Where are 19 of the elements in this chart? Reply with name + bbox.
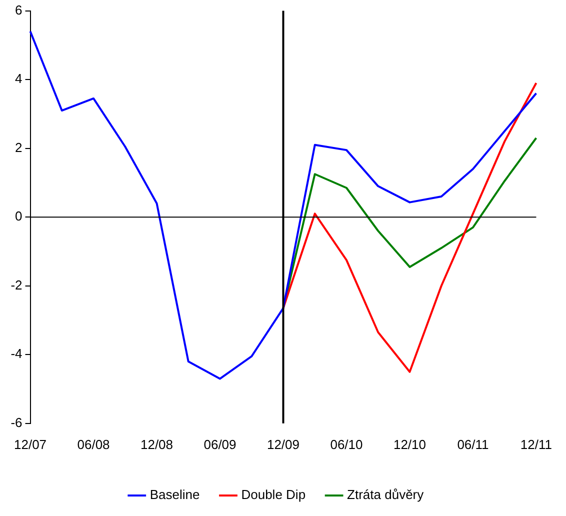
x-tick-label: 12/08 (140, 436, 174, 452)
x-tick-label: 06/08 (77, 436, 110, 452)
x-tick-label: 12/10 (393, 436, 426, 452)
legend-label: Baseline (150, 487, 200, 502)
y-tick-label: -4 (10, 346, 22, 362)
legend-label: Double Dip (241, 487, 306, 502)
y-tick-label: 6 (15, 2, 22, 18)
x-tick-label: 12/07 (14, 436, 47, 452)
legend-label: Ztráta důvěry (347, 487, 424, 502)
x-tick-label: 12/11 (520, 436, 552, 452)
y-tick-label: -2 (10, 277, 22, 292)
x-tick-label: 06/10 (330, 436, 363, 452)
y-tick-label: 4 (15, 71, 22, 86)
y-tick-label: 0 (15, 208, 22, 224)
x-tick-label: 06/09 (204, 436, 236, 452)
x-tick-label: 12/09 (266, 436, 300, 452)
y-tick-label: -6 (10, 414, 22, 430)
y-tick-label: 2 (15, 140, 22, 155)
x-tick-label: 06/11 (457, 436, 489, 452)
